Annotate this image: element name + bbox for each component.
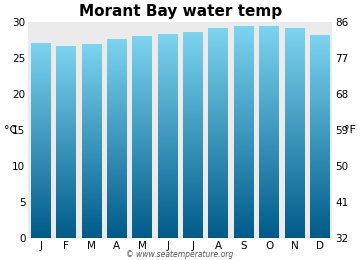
Y-axis label: °F: °F — [344, 125, 356, 135]
Y-axis label: °C: °C — [4, 125, 17, 135]
Title: Morant Bay water temp: Morant Bay water temp — [79, 4, 282, 19]
Text: © www.seatemperature.org: © www.seatemperature.org — [126, 250, 234, 259]
